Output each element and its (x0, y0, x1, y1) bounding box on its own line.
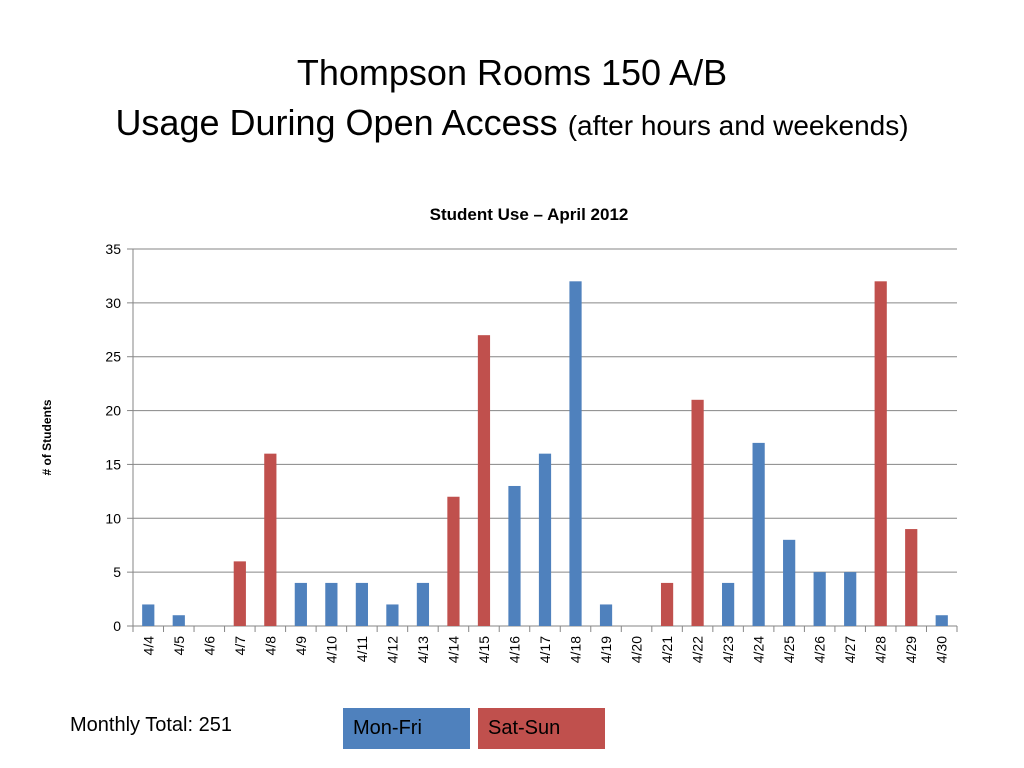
x-tick-label: 4/17 (537, 636, 553, 663)
bar-4-5 (172, 615, 185, 626)
bar-4-24 (752, 442, 765, 626)
x-tick-label: 4/4 (140, 636, 156, 656)
x-tick-label: 4/20 (629, 636, 645, 663)
bar-4-26 (813, 572, 826, 626)
x-tick-label: 4/25 (781, 636, 797, 663)
x-tick-label: 4/9 (293, 636, 309, 656)
bar-4-23 (722, 582, 735, 626)
x-tick-label: 4/29 (903, 636, 919, 663)
title-line-1: Thompson Rooms 150 A/B (296, 52, 728, 93)
x-tick-label: 4/13 (415, 636, 431, 663)
y-tick-label: 5 (113, 564, 121, 580)
x-tick-label: 4/5 (171, 636, 187, 656)
x-tick-label: 4/6 (201, 636, 217, 656)
x-tick-label: 4/23 (720, 636, 736, 663)
bar-chart: Student Use – April 2012 # of Students 0 5 1… (40, 205, 958, 663)
y-tick-label: 35 (105, 241, 121, 257)
x-tick-label: 4/22 (690, 636, 706, 663)
monthly-total: Monthly Total: 251 (70, 714, 232, 736)
bar-4-11 (355, 582, 368, 626)
bar-4-21 (660, 582, 674, 626)
bar-4-8 (264, 453, 277, 626)
slide-title: Thompson Rooms 150 A/B Usage During Open… (0, 48, 1024, 151)
x-tick-label: 4/26 (812, 636, 828, 663)
bar-4-17 (538, 453, 552, 626)
bar-4-25 (783, 539, 796, 626)
bar-4-18 (569, 281, 582, 626)
x-tick-label: 4/18 (568, 636, 584, 663)
x-tick-label: 4/7 (232, 636, 248, 656)
y-tick-label: 0 (113, 618, 121, 634)
x-tick-label: 4/10 (323, 636, 339, 663)
bar-4-16 (508, 485, 521, 626)
chart-title: Student Use – April 2012 (430, 205, 629, 224)
y-tick-label: 30 (105, 295, 121, 311)
bar-4-15 (477, 335, 491, 626)
x-tick-label: 4/30 (934, 636, 950, 663)
bar-4-4 (142, 604, 155, 626)
x-tick-label: 4/28 (873, 636, 889, 663)
legend-mon-fri: Mon-Fri (343, 708, 470, 749)
x-tick-label: 4/8 (262, 636, 278, 656)
x-tick-label: 4/27 (842, 636, 858, 663)
y-tick-label: 25 (105, 349, 121, 365)
bar-4-28 (874, 281, 887, 626)
title-line-2-main: Usage During Open Access (115, 102, 558, 143)
legend-sat-sun: Sat-Sun (478, 708, 605, 749)
title-line-2-sub: (after hours and weekends) (567, 110, 909, 141)
y-axis-label: # of Students (40, 399, 54, 475)
x-tick-label: 4/12 (384, 636, 400, 663)
bar-4-9 (294, 582, 307, 626)
bar-4-13 (416, 582, 430, 626)
bar-4-12 (386, 604, 399, 626)
x-tick-label: 4/14 (445, 636, 461, 663)
x-tick-label: 4/24 (751, 636, 767, 663)
title-line-2: Usage During Open Access (after hours an… (0, 98, 1024, 151)
bar-4-22 (691, 399, 704, 626)
x-tick-label: 4/11 (354, 636, 370, 662)
bar-4-30 (935, 615, 948, 626)
y-tick-label: 10 (105, 510, 121, 526)
bar-4-27 (844, 572, 857, 626)
x-tick-label: 4/16 (506, 636, 522, 663)
bar-4-14 (447, 496, 460, 626)
bar-4-29 (905, 529, 918, 626)
x-tick-label: 4/19 (598, 636, 614, 663)
bar-4-19 (599, 604, 613, 626)
x-tick-label: 4/15 (476, 636, 492, 663)
bar-4-10 (325, 582, 338, 626)
y-tick-label: 20 (105, 403, 121, 419)
y-tick-label: 15 (105, 456, 121, 472)
x-tick-label: 4/21 (659, 636, 675, 663)
bar-4-7 (233, 561, 246, 626)
